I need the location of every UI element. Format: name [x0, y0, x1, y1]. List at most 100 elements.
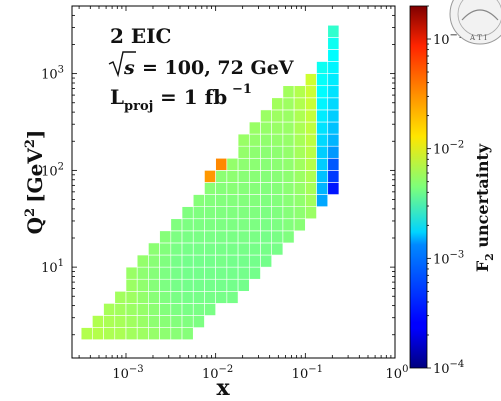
heatmap-cell: [237, 242, 250, 256]
svg-text:F2 uncertainty: F2 uncertainty: [473, 143, 496, 272]
heatmap-cell: [170, 327, 183, 340]
heatmap-cell: [260, 157, 273, 171]
heatmap-cell: [103, 327, 116, 340]
colorbar-tick-label: 10−3: [433, 249, 464, 267]
heatmap-cell: [170, 303, 183, 316]
heatmap-cell: [204, 182, 216, 195]
heatmap-cell: [215, 291, 228, 304]
heatmap-cell: [282, 218, 295, 232]
heatmap-cell: [260, 121, 273, 135]
heatmap-cell: [192, 254, 205, 268]
heatmap-cell: [260, 254, 273, 268]
plot-frame: [71, 5, 396, 359]
heatmap-cell: [215, 218, 228, 232]
annotation-line1: 2 EIC: [110, 24, 171, 48]
heatmap-cell: [316, 145, 329, 159]
heatmap-cell: [114, 291, 127, 304]
heatmap-cell: [327, 24, 340, 38]
heatmap-cell: [226, 206, 239, 220]
heatmap-cell: [181, 206, 194, 220]
heatmap-cell: [226, 278, 239, 292]
annotation-luminosity-symbol: L: [110, 85, 124, 109]
heatmap-cell: [305, 157, 317, 171]
heatmap-cell: [248, 133, 261, 147]
x-tick-label: 10−1: [292, 364, 323, 382]
heatmap-cell: [248, 170, 261, 183]
heatmap-cell: [260, 145, 273, 159]
heatmap-cell: [260, 133, 273, 147]
heatmap-cell: [316, 170, 329, 183]
heatmap-cell: [271, 242, 284, 256]
heatmap-cell: [215, 170, 228, 183]
heatmap-cell: [316, 97, 329, 111]
heatmap-cell: [237, 133, 250, 147]
heatmap-cell: [148, 315, 160, 328]
heatmap-cell: [192, 266, 205, 280]
colorbar-label-f: F: [473, 260, 492, 272]
colorbar-label: F2 uncertainty: [473, 143, 496, 272]
heatmap-cell: [327, 133, 340, 147]
heatmap-cell: [159, 291, 172, 304]
heatmap-cell: [293, 218, 306, 232]
y-axis-label-unit-exp: 2: [23, 139, 38, 148]
heatmap-cell: [204, 291, 216, 304]
heatmap-cell: [181, 291, 194, 304]
heatmap-cell: [271, 206, 284, 220]
heatmap-cell: [237, 206, 250, 220]
svg-text:A T I: A T I: [469, 34, 487, 42]
heatmap-cell: [181, 242, 194, 256]
heatmap-cell: [204, 170, 216, 183]
heatmap-cell: [305, 97, 317, 111]
heatmap-cell: [260, 206, 273, 220]
heatmap-cell: [327, 61, 340, 74]
heatmap-cell: [327, 85, 340, 99]
heatmap-cell: [248, 157, 261, 171]
heatmap-cell: [215, 194, 228, 207]
heatmap-cell: [248, 206, 261, 220]
heatmap-cell: [170, 291, 183, 304]
heatmap-cell: [181, 278, 194, 292]
heatmap-cell: [248, 194, 261, 207]
heatmap-cell: [293, 133, 306, 147]
heatmap-cell: [293, 85, 306, 99]
y-axis-label-unit-close: ]: [23, 130, 47, 139]
heatmap-cell: [327, 109, 340, 123]
heatmap-cell: [237, 254, 250, 268]
heatmap-cell: [136, 278, 149, 292]
heatmap-cell: [204, 278, 216, 292]
colorbar-tick-label: 10−1: [433, 30, 464, 48]
heatmap-cell: [226, 157, 239, 171]
heatmap-cell: [204, 254, 216, 268]
heatmap-cell: [248, 121, 261, 135]
colorbar-label-sub: 2: [483, 253, 496, 261]
heatmap-cell: [305, 145, 317, 159]
heatmap-cell: [316, 109, 329, 123]
heatmap-cell: [170, 218, 183, 232]
heatmap-cell: [204, 230, 216, 244]
heatmap-cell: [237, 182, 250, 195]
heatmap-cell: [136, 291, 149, 304]
heatmap-cell: [282, 194, 295, 207]
heatmap-cell: [181, 266, 194, 280]
heatmap-cell: [271, 133, 284, 147]
heatmap-cell: [215, 230, 228, 244]
heatmap-cell: [159, 278, 172, 292]
heatmap-cell: [327, 73, 340, 87]
y-axis-label: Q2[GeV2]: [23, 130, 47, 235]
heatmap-cell: [170, 230, 183, 244]
heatmap-cell: [215, 182, 228, 195]
heatmap-cell: [226, 291, 239, 304]
heatmap-cell: [316, 133, 329, 147]
heatmap-cell: [226, 230, 239, 244]
heatmap-cell: [260, 230, 273, 244]
annotation-energy: = 100, 72 GeV: [142, 57, 295, 79]
heatmap-cell: [159, 254, 172, 268]
heatmap-cell: [181, 218, 194, 232]
heatmap-cell: [170, 242, 183, 256]
heatmap-cell: [260, 170, 273, 183]
heatmap-cell: [271, 157, 284, 171]
heatmap-cell: [327, 157, 340, 171]
heatmap-cell: [215, 278, 228, 292]
heatmap-cell: [271, 109, 284, 123]
heatmap-cell: [181, 303, 194, 316]
